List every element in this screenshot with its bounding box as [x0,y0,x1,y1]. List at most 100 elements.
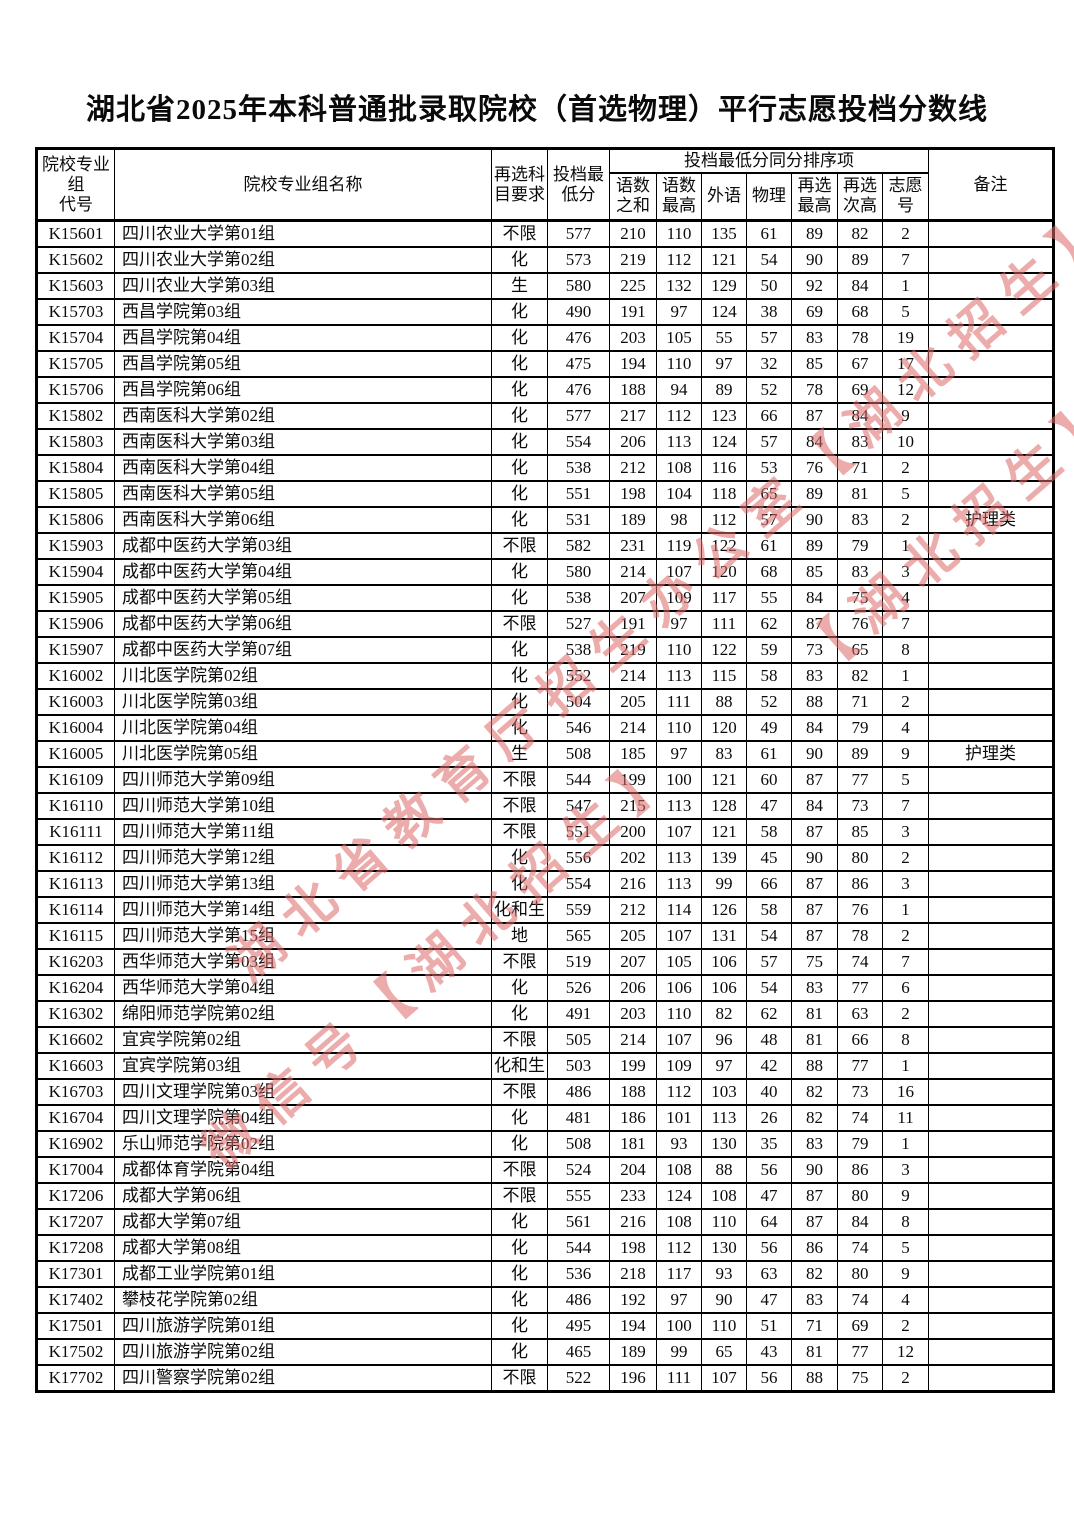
cell-max-cn-math: 98 [656,506,702,534]
cell-college-name: 西昌学院第06组 [114,376,492,404]
cell-sum-cn-math: 216 [609,1208,657,1236]
cell-reselect-max: 88 [791,1052,838,1080]
cell-volunteer-no: 2 [881,1000,930,1028]
cell-physics: 47 [746,1182,792,1210]
cell-college-name: 川北医学院第04组 [114,714,492,742]
cell-physics: 59 [746,636,792,664]
table-header: 院校专业 组 代号 院校专业组名称 再选科 目要求 投档最 低分 投档最低分同分排序项备… [36,147,1055,222]
cell-subject-req: 生 [491,272,548,300]
cell-reselect-max: 85 [791,350,838,378]
page-title: 湖北省2025年本科普通批录取院校（首选物理）平行志愿投档分数线 [85,94,988,126]
cell-reselect-max: 82 [791,1104,838,1132]
cell-volunteer-no: 2 [881,844,930,872]
cell-sum-cn-math: 188 [609,1078,657,1106]
cell-max-cn-math: 113 [656,870,702,898]
cell-remark [928,480,1055,508]
table-row: K17207 成都大学第07组化 561 216 108 110 64 87 84 8 [36,1208,1055,1236]
cell-max-cn-math: 113 [656,428,702,456]
cell-sum-cn-math: 206 [609,974,657,1002]
cell-subject-req: 化和生 [491,1052,548,1080]
cell-max-cn-math: 107 [656,558,702,586]
cell-college-name: 四川警察学院第02组 [114,1364,492,1393]
cell-min-score: 582 [547,532,610,560]
cell-subject-req: 化 [491,558,548,586]
cell-reselect-second: 80 [837,1182,883,1210]
cell-subject-req: 化 [491,1286,548,1314]
cell-min-score: 508 [547,740,610,768]
cell-subject-req: 化 [491,844,548,872]
cell-subject-req: 化 [491,636,548,664]
cell-foreign-lang: 129 [701,272,747,300]
cell-reselect-second: 75 [837,1364,883,1393]
cell-subject-req: 化 [491,298,548,326]
cell-reselect-max: 89 [791,532,838,560]
cell-reselect-max: 87 [791,818,838,846]
cell-min-score: 504 [547,688,610,716]
cell-physics: 47 [746,792,792,820]
cell-reselect-second: 67 [837,350,883,378]
cell-remark [928,532,1055,560]
cell-min-score: 486 [547,1078,610,1106]
cell-physics: 35 [746,1130,792,1158]
cell-reselect-second: 77 [837,766,883,794]
cell-sum-cn-math: 194 [609,350,657,378]
cell-college-name: 川北医学院第03组 [114,688,492,716]
cell-foreign-lang: 83 [701,740,747,768]
cell-college-name: 成都中医药大学第06组 [114,610,492,638]
cell-sum-cn-math: 186 [609,1104,657,1132]
cell-foreign-lang: 122 [701,532,747,560]
cell-reselect-second: 80 [837,844,883,872]
cell-reselect-second: 83 [837,506,883,534]
cell-reselect-max: 82 [791,1260,838,1288]
cell-foreign-lang: 88 [701,688,747,716]
cell-college-code: K15904 [36,558,115,586]
cell-subject-req: 不限 [491,1364,548,1393]
cell-physics: 51 [746,1312,792,1340]
cell-subject-req: 不限 [491,1182,548,1210]
cell-college-code: K16115 [36,922,115,950]
cell-sum-cn-math: 214 [609,714,657,742]
cell-reselect-max: 87 [791,1208,838,1236]
cell-reselect-second: 78 [837,922,883,950]
cell-college-name: 成都大学第06组 [114,1182,492,1210]
cell-physics: 26 [746,1104,792,1132]
cell-sum-cn-math: 181 [609,1130,657,1158]
cell-reselect-second: 74 [837,948,883,976]
cell-college-name: 成都中医药大学第03组 [114,532,492,560]
cell-min-score: 538 [547,454,610,482]
cell-volunteer-no: 8 [881,1026,930,1054]
cell-remark [928,246,1055,274]
cell-physics: 49 [746,714,792,742]
cell-physics: 45 [746,844,792,872]
cell-college-code: K16704 [36,1104,115,1132]
cell-subject-req: 化 [491,662,548,690]
table-row: K16114 四川师范大学第14组 化和生 559 212 114 126 58 87 76 1 [36,896,1055,924]
cell-reselect-max: 84 [791,792,838,820]
cell-sum-cn-math: 207 [609,584,657,612]
cell-max-cn-math: 97 [656,610,702,638]
cell-college-name: 四川师范大学第13组 [114,870,492,898]
cell-reselect-second: 68 [837,298,883,326]
cell-sum-cn-math: 212 [609,896,657,924]
cell-sum-cn-math: 218 [609,1260,657,1288]
cell-reselect-second: 83 [837,428,883,456]
cell-volunteer-no: 1 [881,662,930,690]
cell-physics: 32 [746,350,792,378]
cell-foreign-lang: 131 [701,922,747,950]
cell-sum-cn-math: 191 [609,610,657,638]
cell-college-name: 四川农业大学第03组 [114,272,492,300]
cell-college-name: 西华师范大学第04组 [114,974,492,1002]
cell-sum-cn-math: 214 [609,662,657,690]
cell-sum-cn-math: 191 [609,298,657,326]
cell-sum-cn-math: 212 [609,454,657,482]
cell-volunteer-no: 16 [881,1078,930,1106]
cell-foreign-lang: 112 [701,506,747,534]
cell-max-cn-math: 111 [656,688,702,716]
cell-reselect-second: 79 [837,1130,883,1158]
cell-college-code: K15803 [36,428,115,456]
cell-min-score: 544 [547,766,610,794]
cell-min-score: 536 [547,1260,610,1288]
cell-foreign-lang: 108 [701,1182,747,1210]
cell-volunteer-no: 1 [881,1130,930,1158]
cell-remark [928,454,1055,482]
